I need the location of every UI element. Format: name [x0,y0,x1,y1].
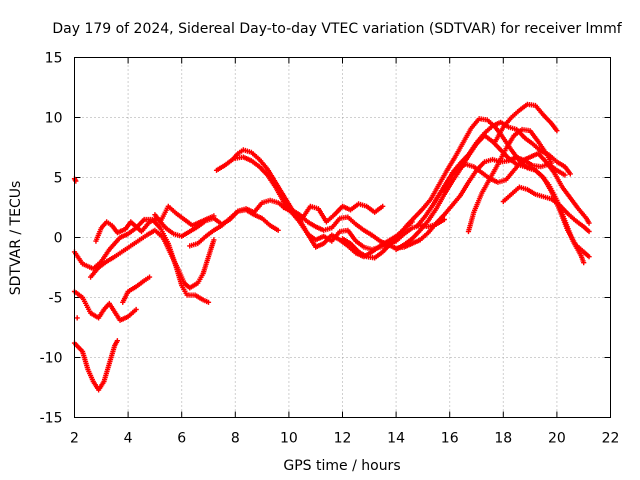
y-tick-label: 0 [54,231,63,247]
series-track-19 [492,101,560,145]
data-point [133,306,139,313]
y-tick-label: 5 [54,171,63,187]
data-point [205,299,212,305]
x-tick-label: 6 [177,431,186,447]
x-tick-labels: 2 4 6 8 10 12 14 16 18 20 22 [70,431,619,447]
series-track-3 [71,338,120,393]
data-point [74,315,80,321]
y-tick-labels: -15 -10 -5 0 5 10 15 [40,51,63,427]
data-point [562,172,568,178]
data-point [586,228,592,235]
x-tick-label: 22 [602,431,620,447]
x-tick-label: 20 [548,431,566,447]
data-point [146,274,153,280]
series-track-7 [74,315,80,321]
y-tick-label: -15 [40,411,63,427]
data-point [211,213,217,219]
x-tick-label: 8 [231,431,240,447]
data-point [581,260,587,266]
x-tick-label: 14 [387,431,405,447]
y-axis-label: SDTVAR / TECUs [8,181,24,296]
data-point [548,160,555,166]
x-tick-label: 10 [280,431,298,447]
data-point [554,128,560,134]
x-axis-label: GPS time / hours [283,458,400,474]
series-track-8 [93,197,386,244]
data-point [586,254,592,260]
series-track-15 [393,132,587,266]
x-tick-label: 4 [124,431,133,447]
plot-frame [74,57,611,418]
y-tick-label: 15 [45,51,63,67]
y-tick-label: -10 [40,351,63,367]
data-point [114,338,120,344]
y-tick-label: -5 [49,291,63,307]
data-point [567,171,573,177]
series-track-2 [71,288,139,323]
data-marks [71,101,592,393]
series-track-4 [120,274,153,305]
x-tick-label: 18 [494,431,512,447]
data-point [586,220,592,226]
y-tick-label: 10 [45,111,63,127]
data-point [380,203,386,209]
series-track-17 [441,119,573,195]
data-point [211,237,217,243]
series-track-18 [465,126,555,235]
chart-title: Day 179 of 2024, Sidereal Day-to-day VTE… [52,21,622,37]
series-track-20 [500,184,592,235]
x-tick-label: 2 [70,431,79,447]
series-track-10 [187,207,281,249]
x-tick-label: 16 [441,431,459,447]
series-track-5 [87,227,217,291]
data-point [275,227,281,233]
x-tick-label: 12 [334,431,352,447]
series-track-9 [152,203,217,229]
